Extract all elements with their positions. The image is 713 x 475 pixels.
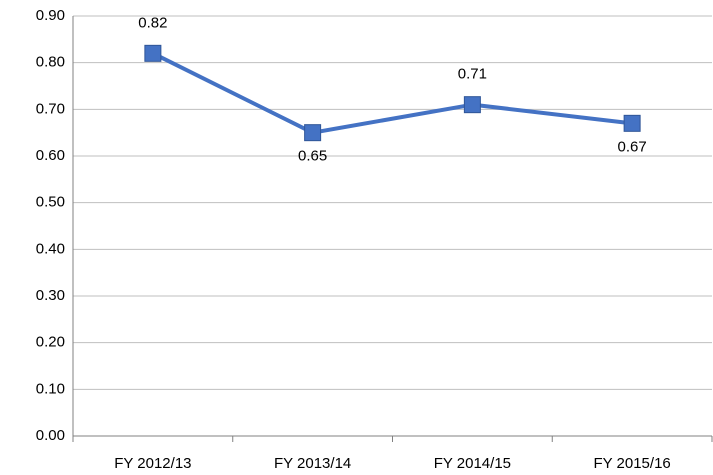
y-tick-label: 0.90: [36, 7, 65, 24]
data-label: 0.71: [458, 66, 487, 83]
data-marker: [304, 124, 322, 142]
x-tick-label: FY 2012/13: [114, 455, 191, 472]
y-tick-label: 0.50: [36, 194, 65, 211]
y-tick-label: 0.10: [36, 380, 65, 397]
data-label: 0.82: [138, 14, 167, 31]
y-tick-label: 0.00: [36, 427, 65, 444]
x-tick-label: FY 2013/14: [274, 455, 351, 472]
x-tick-label: FY 2014/15: [434, 455, 511, 472]
y-tick-label: 0.30: [36, 287, 65, 304]
y-tick-label: 0.20: [36, 334, 65, 351]
data-label: 0.65: [298, 148, 327, 165]
y-tick-label: 0.70: [36, 100, 65, 117]
data-line: [151, 51, 633, 135]
x-tick-label: FY 2015/16: [593, 455, 670, 472]
data-marker: [463, 96, 481, 114]
y-tick-label: 0.40: [36, 240, 65, 257]
data-label: 0.67: [618, 138, 647, 155]
y-tick-label: 0.80: [36, 54, 65, 71]
y-tick-label: 0.60: [36, 147, 65, 164]
data-marker: [623, 114, 641, 132]
data-marker: [144, 44, 162, 62]
